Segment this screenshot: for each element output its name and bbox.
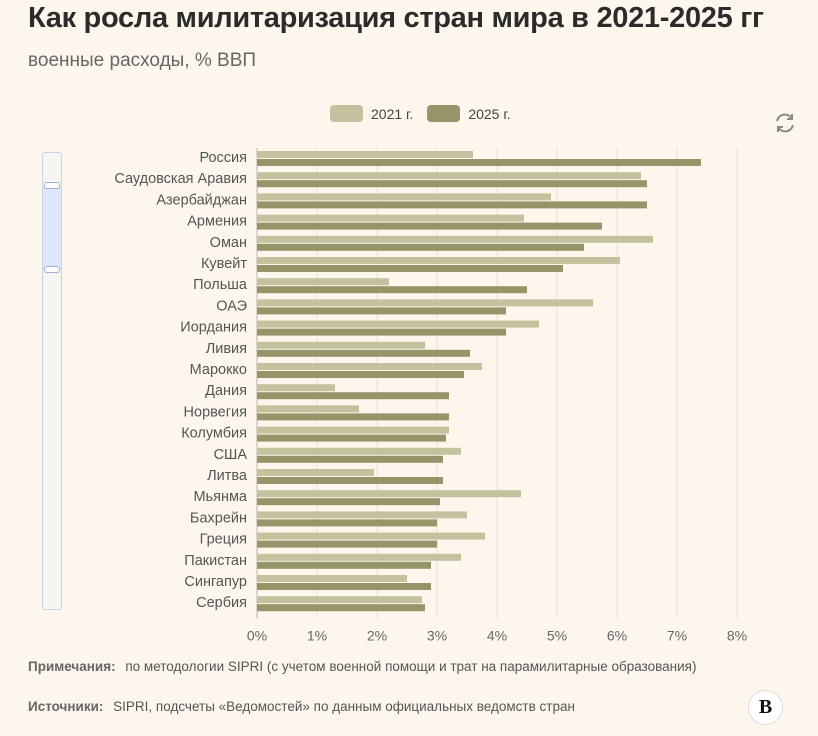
- bar-2021: [257, 235, 653, 243]
- chart-subtitle: военные расходы, % ВВП: [28, 50, 257, 71]
- category-label: Польша: [193, 277, 248, 293]
- category-label: Армения: [187, 214, 247, 230]
- bar-2025: [257, 307, 506, 315]
- bar-2025: [257, 371, 464, 378]
- bar-2025: [257, 477, 443, 484]
- bar-2021: [257, 278, 389, 286]
- category-label: ОАЭ: [216, 298, 247, 314]
- bar-2021: [257, 532, 485, 540]
- category-label: США: [214, 447, 248, 463]
- x-tick-label: 3%: [427, 627, 447, 643]
- data-zoom-handle-top[interactable]: [44, 182, 60, 189]
- x-tick-label: 8%: [727, 627, 747, 643]
- bar-2025: [257, 413, 449, 421]
- bar-2021: [257, 490, 521, 498]
- bar-2021: [257, 384, 335, 392]
- bar-2025: [257, 434, 446, 442]
- x-tick-label: 5%: [547, 627, 567, 643]
- data-zoom-slider[interactable]: [42, 152, 62, 610]
- bar-2025: [257, 349, 470, 357]
- bar-2021: [257, 320, 539, 328]
- category-label: Азербайджан: [156, 192, 247, 208]
- bar-2021: [257, 193, 551, 201]
- category-label: Бахрейн: [190, 510, 247, 526]
- bar-2021: [257, 341, 425, 349]
- bar-2025: [257, 519, 437, 527]
- category-label: Россия: [199, 150, 247, 166]
- x-tick-label: 7%: [667, 627, 687, 643]
- category-label: Иордания: [180, 320, 247, 336]
- bar-2021: [257, 553, 461, 561]
- bar-2025: [257, 498, 440, 506]
- sources-text: SIPRI, подсчеты «Ведомостей» по данным о…: [113, 699, 575, 714]
- data-zoom-handle-bottom[interactable]: [44, 266, 60, 273]
- category-label: Литва: [207, 468, 248, 484]
- bar-2025: [257, 222, 602, 230]
- bar-2021: [257, 447, 461, 455]
- bar-2025: [257, 180, 647, 188]
- bar-2025: [257, 201, 647, 209]
- x-tick-label: 6%: [607, 627, 627, 643]
- category-label: Сингапур: [184, 574, 247, 590]
- bar-2025: [257, 328, 506, 336]
- data-zoom-selection[interactable]: [43, 185, 61, 269]
- bar-2021: [257, 363, 482, 370]
- bar-2021: [257, 257, 620, 264]
- category-label: Колумбия: [181, 426, 247, 442]
- bar-chart: 0% 1% 2% 3% 4% 5% 6% 7% 8% Россия Саудовская Арави…: [114, 148, 747, 643]
- bar-2021: [257, 172, 641, 180]
- bar-2021: [257, 151, 473, 158]
- legend-item-2025[interactable]: 2025 г.: [427, 105, 511, 122]
- bar-2025: [257, 561, 431, 569]
- bar-2025: [257, 540, 437, 548]
- legend-label-2025: 2025 г.: [468, 105, 511, 122]
- bar-2021: [257, 596, 422, 604]
- bar-2021: [257, 575, 407, 582]
- legend: 2021 г. 2025 г.: [330, 105, 511, 122]
- bar-2025: [257, 286, 527, 294]
- category-label: Греция: [200, 532, 247, 548]
- bar-2025: [257, 604, 425, 612]
- x-tick-label: 0%: [247, 627, 267, 643]
- notes-text: по методологии SIPRI (с учетом военной п…: [125, 659, 697, 674]
- category-label: Кувейт: [201, 256, 247, 272]
- vedomosti-logo: В: [748, 690, 783, 725]
- x-tick-label: 1%: [307, 627, 327, 643]
- legend-item-2021[interactable]: 2021 г.: [330, 105, 413, 122]
- bar-2021: [257, 511, 467, 519]
- category-label: Сербия: [196, 595, 247, 611]
- bar-2025: [257, 583, 431, 590]
- legend-swatch-2025: [427, 105, 461, 122]
- bar-2021: [257, 426, 449, 434]
- category-label: Мьянма: [193, 489, 247, 505]
- x-tick-label: 2%: [367, 627, 387, 643]
- bar-2021: [257, 214, 524, 222]
- category-label: Оман: [210, 235, 247, 251]
- category-label: Пакистан: [184, 553, 247, 569]
- bar-2025: [257, 243, 584, 251]
- chart-title: Как росла милитаризация стран мира в 202…: [28, 2, 764, 34]
- bar-2021: [257, 469, 374, 476]
- legend-swatch-2021: [330, 105, 363, 122]
- category-label: Саудовская Аравия: [114, 171, 247, 187]
- bar-2025: [257, 159, 701, 166]
- category-label: Норвегия: [184, 404, 247, 420]
- bar-2021: [257, 405, 359, 413]
- bar-2025: [257, 392, 449, 400]
- category-label: Марокко: [190, 362, 247, 378]
- category-label: Дания: [205, 383, 247, 399]
- sources-label: Источники:: [28, 699, 104, 714]
- notes-label: Примечания:: [28, 659, 116, 674]
- bar-2025: [257, 455, 443, 463]
- bar-2021: [257, 299, 593, 307]
- refresh-icon[interactable]: [772, 110, 798, 136]
- notes: Примечания: по методологии SIPRI (с учет…: [28, 659, 696, 674]
- bar-2025: [257, 265, 563, 272]
- x-tick-label: 4%: [487, 627, 507, 643]
- legend-label-2021: 2021 г.: [371, 105, 414, 122]
- sources: Источники: SIPRI, подсчеты «Ведомостей» …: [28, 699, 575, 714]
- category-label: Ливия: [206, 341, 247, 357]
